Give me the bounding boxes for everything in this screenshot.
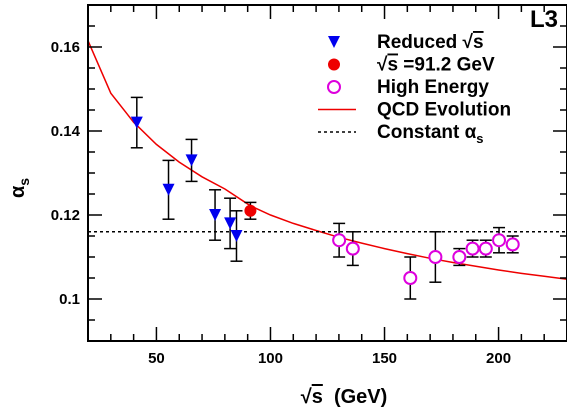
x-axis-variable: s	[312, 386, 323, 408]
legend-radicand: s	[473, 32, 484, 53]
x-axis-unit: (GeV)	[323, 386, 387, 408]
data-point	[478, 241, 493, 256]
data-point	[452, 250, 467, 264]
legend-entry: High Energy	[377, 77, 489, 98]
data-point	[345, 241, 360, 256]
legend-entry: √s =91.2 GeV	[377, 55, 495, 76]
y-tick-label: 0.1	[59, 291, 80, 308]
legend-text-part: Constant	[377, 122, 465, 143]
legend-marker	[328, 36, 340, 48]
legend-radical: √	[377, 55, 388, 76]
legend-text-rest: =91.2 GeV	[398, 55, 495, 76]
data-point	[505, 237, 520, 252]
data-point	[465, 241, 480, 256]
y-axis-title: αs	[7, 178, 32, 198]
legend-greek: α	[465, 122, 477, 143]
y-tick-label: 0.14	[51, 123, 81, 140]
x-tick-label: 100	[258, 350, 283, 367]
legend-radicand: s	[387, 55, 398, 76]
x-axis-radical: √	[301, 386, 313, 408]
legend-marker	[327, 80, 341, 94]
y-axis-symbol: α	[7, 185, 29, 198]
data-point	[130, 116, 143, 129]
y-tick-label: 0.16	[51, 39, 80, 56]
data-point	[492, 233, 507, 248]
x-axis-title: √s (GeV)	[301, 386, 388, 408]
legend-text-part: Reduced	[377, 32, 463, 53]
legend-entry: Reduced √s	[377, 32, 484, 53]
legend-radical: √	[463, 32, 474, 53]
qcd-evolution-curve	[88, 40, 567, 281]
legend-subscript: s	[476, 131, 483, 146]
data-point	[230, 230, 243, 242]
legend-text-part: High Energy	[377, 77, 489, 98]
data-point	[332, 233, 347, 248]
legend-text-part: QCD Evolution	[377, 100, 511, 121]
legend-entry: Constant αs	[377, 122, 484, 146]
data-point	[185, 154, 198, 167]
plot-frame	[87, 4, 567, 342]
data-point	[428, 250, 443, 264]
data-point	[244, 204, 257, 217]
x-tick-label: 50	[148, 350, 165, 367]
data-point	[209, 209, 222, 221]
legend-marker	[328, 58, 340, 71]
x-tick-label: 150	[372, 350, 397, 367]
data-point	[224, 217, 237, 230]
data-point	[162, 183, 175, 196]
y-axis-subscript: s	[16, 178, 32, 186]
legend-entry: QCD Evolution	[377, 100, 511, 121]
chart-title: L3	[530, 6, 558, 33]
data-point	[403, 271, 418, 285]
x-tick-label: 200	[486, 350, 511, 367]
y-tick-label: 0.12	[51, 207, 80, 224]
